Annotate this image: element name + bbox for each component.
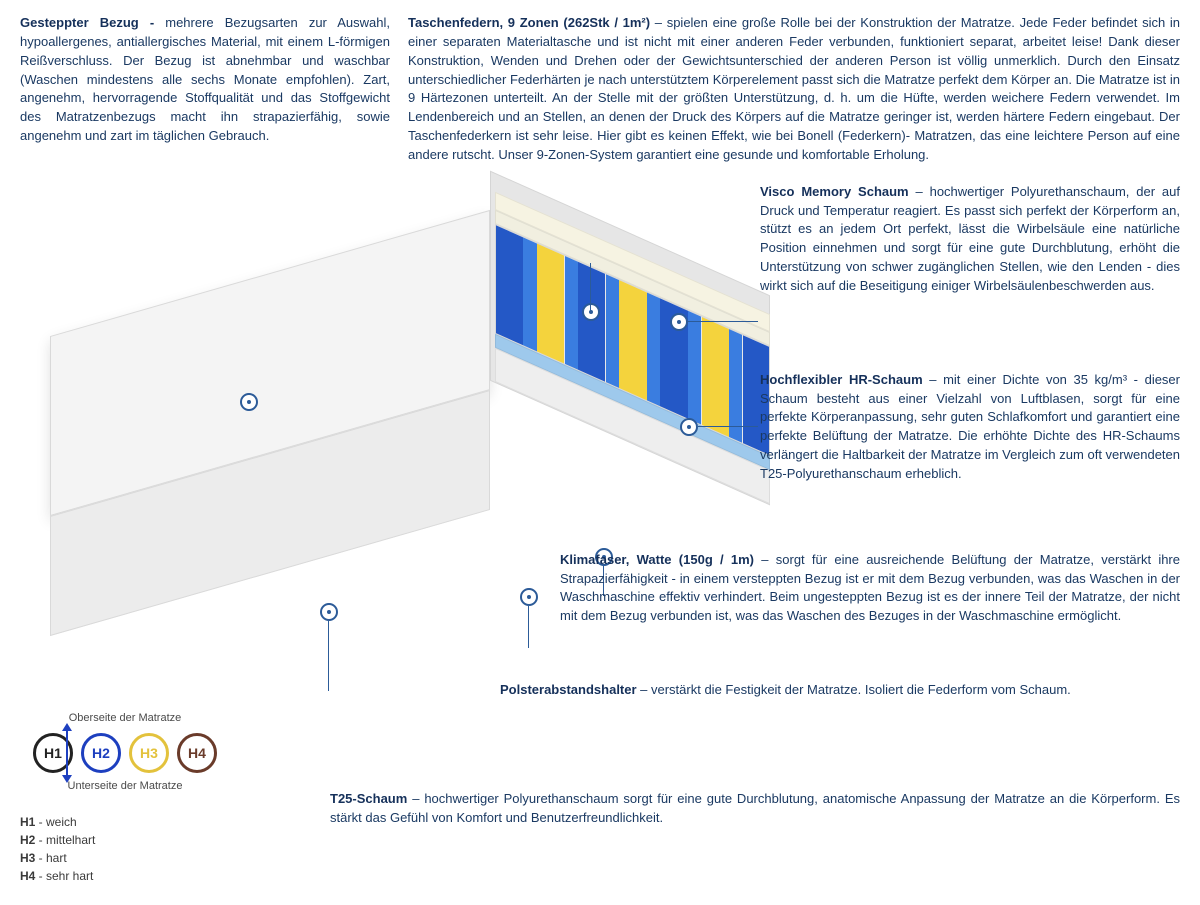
- callout-hr-body: – mit einer Dichte von 35 kg/m³ - dieser…: [760, 372, 1180, 481]
- spring-column: [647, 292, 661, 406]
- callout-klima: Klimafaser, Watte (150g / 1m) – sorgt fü…: [560, 551, 1180, 626]
- leader-polster-v: [528, 606, 529, 648]
- callout-t25-title: T25-Schaum: [330, 791, 407, 806]
- leader-visco: [688, 321, 758, 322]
- callout-hr-title: Hochflexibler HR-Schaum: [760, 372, 923, 387]
- cover-description: Gesteppter Bezug - mehrere Bezugsarten z…: [20, 14, 390, 165]
- hardness-circles: H1 H2 H3 H4: [20, 733, 230, 773]
- hardness-h3: H3: [129, 733, 169, 773]
- legend-key-row: H3 - hart: [20, 849, 230, 867]
- hardness-h2: H2: [81, 733, 121, 773]
- top-description-row: Gesteppter Bezug - mehrere Bezugsarten z…: [0, 0, 1200, 173]
- spring-column: [565, 255, 579, 369]
- cover-body: mehrere Bezugsarten zur Auswahl, hypoall…: [20, 15, 390, 143]
- legend-bottom-label: Unterseite der Matratze: [20, 779, 230, 795]
- spring-column: [551, 249, 565, 363]
- spring-column: [633, 286, 647, 400]
- marker-springs: [582, 303, 600, 321]
- callout-visco-body: – hochwertiger Polyurethanschaum, der au…: [760, 184, 1180, 293]
- flip-arrow-icon: [62, 725, 72, 781]
- legend-key-row: H4 - sehr hart: [20, 867, 230, 885]
- leader-t25-v: [328, 621, 329, 691]
- spring-column: [606, 274, 620, 388]
- spring-column: [619, 280, 633, 394]
- marker-cover: [240, 393, 258, 411]
- callout-visco: Visco Memory Schaum – hochwertiger Polyu…: [760, 183, 1180, 296]
- springs-body: – spielen eine große Rolle bei der Konst…: [408, 15, 1180, 162]
- hardness-h2-code: H2: [92, 743, 110, 763]
- springs-description: Taschenfedern, 9 Zonen (262Stk / 1m²) – …: [408, 14, 1180, 165]
- leader-hr: [698, 426, 758, 427]
- hardness-h4-code: H4: [188, 743, 206, 763]
- hardness-h3-code: H3: [140, 743, 158, 763]
- legend-key-row: H1 - weich: [20, 813, 230, 831]
- callout-polster-body: – verstärkt die Festigkeit der Matratze.…: [637, 682, 1071, 697]
- spring-column: [702, 316, 716, 430]
- callout-visco-title: Visco Memory Schaum: [760, 184, 909, 199]
- spring-column: [743, 335, 757, 449]
- callout-hr: Hochflexibler HR-Schaum – mit einer Dich…: [760, 371, 1180, 484]
- spring-column: [510, 231, 524, 345]
- spring-column: [688, 310, 702, 424]
- marker-hr: [680, 418, 698, 436]
- hardness-legend: Oberseite der Matratze H1 H2 H3 H4 Unter…: [20, 711, 230, 885]
- callout-polster-title: Polsterabstandshalter: [500, 682, 637, 697]
- spring-column: [715, 323, 729, 437]
- hardness-h4: H4: [177, 733, 217, 773]
- hardness-h1-code: H1: [44, 743, 62, 763]
- legend-key-list: H1 - weichH2 - mittelhartH3 - hartH4 - s…: [20, 813, 230, 885]
- spring-column: [523, 237, 537, 351]
- spring-column: [537, 243, 551, 357]
- cover-title: Gesteppter Bezug -: [20, 15, 165, 30]
- callout-t25-body: – hochwertiger Polyurethanschaum sorgt f…: [330, 791, 1180, 825]
- leader-springs: [590, 263, 591, 311]
- legend-key-row: H2 - mittelhart: [20, 831, 230, 849]
- springs-title: Taschenfedern, 9 Zonen (262Stk / 1m²): [408, 15, 655, 30]
- mattress-diagram: Visco Memory Schaum – hochwertiger Polyu…: [0, 173, 1200, 693]
- marker-polster: [520, 588, 538, 606]
- spring-column: [496, 225, 510, 339]
- callout-polster: Polsterabstandshalter – verstärkt die Fe…: [500, 681, 1180, 700]
- spring-column: [592, 268, 606, 382]
- callout-klima-title: Klimafaser, Watte (150g / 1m): [560, 552, 754, 567]
- marker-visco: [670, 313, 688, 331]
- callout-t25: T25-Schaum – hochwertiger Polyurethansch…: [330, 790, 1180, 828]
- marker-t25: [320, 603, 338, 621]
- legend-top-label: Oberseite der Matratze: [20, 711, 230, 727]
